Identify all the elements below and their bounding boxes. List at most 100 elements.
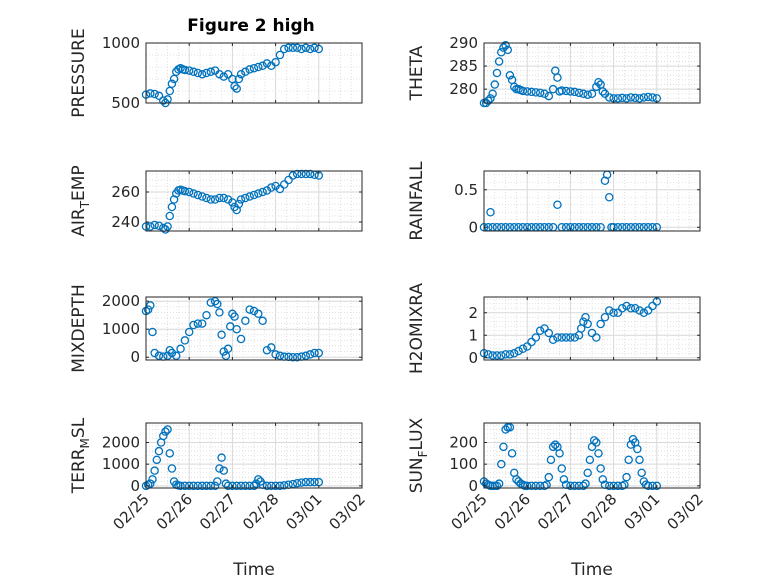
panel-sun-flux-marker [609,481,618,491]
panel-air-temp-marker [159,223,168,233]
panel-sun-flux-marker [501,425,510,434]
panel-theta-marker [561,86,571,96]
panel-sun-flux-marker [598,475,608,484]
panel-terr-msl-marker [165,449,175,458]
panel-air-temp-ylabel-main: AIR [69,208,89,237]
panel-pressure-marker [284,43,293,53]
panel-sun-flux-marker [633,444,642,454]
panel-sun-flux-ytick-label: 200 [449,434,478,452]
panel-pressure-marker [288,43,298,53]
panel-theta-ytick-label: 285 [449,57,478,75]
panel-sun-flux-marker [635,455,644,465]
panel-h2omixra-marker [553,333,562,342]
panel-theta-marker [544,91,554,101]
panel-pressure-marker [241,67,250,77]
panel-terr-msl-marker [150,466,159,475]
panel-pressure-marker [249,63,259,73]
panel-pressure-marker [230,81,239,91]
panel-sun-flux-marker [566,481,575,491]
panel-terr-msl-ylabel: TERRMSL [69,417,92,494]
panel-air-temp-marker [234,199,244,209]
panel-mixdepth-marker [146,301,155,310]
panel-mixdepth-marker [314,348,324,358]
panel-sun-flux-marker [546,455,556,465]
panel-air-temp-ylabel: AIRTEMP [69,165,92,236]
panel-sun-flux-marker [592,438,601,447]
panel-air-temp-marker [167,202,177,212]
panel-mixdepth-marker [143,305,153,314]
panel-terr-msl-marker [279,481,289,490]
panel-terr-msl-marker [180,481,190,491]
panel-terr-msl-marker [275,481,285,491]
panel-h2omixra-marker [626,303,636,313]
panel-h2omixra-marker [497,351,506,360]
panel-terr-msl-marker [310,477,319,487]
panel-theta-ytick-label: 290 [449,34,478,52]
panel-h2omixra-marker [522,342,532,351]
panel-pressure-marker [193,68,203,78]
panel-sun-flux-marker [527,481,536,491]
panel-terr-msl-marker [154,446,164,456]
panel-terr-msl-marker [301,477,311,487]
panel-air-temp-marker [267,183,276,192]
panel-rainfall-axes-box [483,170,701,232]
panel-sun-flux-marker [512,475,521,484]
panel-h2omixra-marker [622,301,631,311]
panel-air-temp-marker [146,222,155,231]
panel-theta-marker [490,80,500,89]
panel-terr-msl-marker [254,475,263,484]
panel-theta-marker [494,57,504,66]
panel-theta-marker [613,94,623,103]
panel-theta-marker [522,87,532,96]
panel-sun-flux-ytick-label: 0 [468,477,478,495]
panel-mixdepth-marker [223,344,233,354]
panel-pressure-axes-box [145,42,363,104]
panel-pressure-marker [275,50,285,60]
panel-terr-msl-marker [148,475,157,484]
panel-pressure-marker [189,67,198,77]
panel-h2omixra-marker [484,350,493,359]
panel-rainfall-marker [605,192,614,202]
panel-pressure-marker [310,43,319,53]
panel-terr-msl-marker [189,481,198,491]
panel-mixdepth-marker [148,327,157,337]
panel-sun-flux-marker [643,481,653,491]
panel-mixdepth-marker [301,351,311,361]
panel-air-temp-ytick-label: 240 [111,213,140,231]
panel-pressure-ylabel: PRESSURE [69,28,89,117]
panel-pressure-marker [184,66,194,75]
panel-mixdepth-axes-box [145,296,363,361]
panel-theta-marker [598,87,608,96]
panel-theta-marker [635,94,644,103]
panel-h2omixra-marker [535,326,545,335]
panel-mixdepth-marker [171,351,181,361]
panel-h2omixra-marker [596,319,605,329]
panel-h2omixra-marker [609,308,618,317]
panel-rainfall-marker [553,200,562,209]
panel-air-temp-marker [305,169,315,179]
panel-mixdepth: 0 1000 2000 MIXDEPTH [69,284,363,373]
panel-mixdepth-ylabel: MIXDEPTH [69,284,89,373]
panel-h2omixra-marker [509,348,519,358]
panel-air-temp-marker [292,169,302,179]
panel-theta-marker [617,93,627,103]
panel-terr-msl-ylabel-rest: SL [69,417,89,438]
panel-pressure-marker [292,43,302,53]
panel-theta-marker [486,94,495,103]
panel-theta-marker [643,92,653,102]
panel-h2omixra-marker [587,328,597,338]
panel-h2omixra-ylabel: H2OMIXRA [407,283,427,374]
panel-mixdepth-marker [236,334,246,344]
panel-air-temp-marker [163,222,172,231]
panel-h2omixra-marker [635,306,644,315]
panel-rainfall-ytick-label: 0.5 [454,181,478,199]
panel-sun-flux-marker [622,472,631,482]
panel-terr-msl-marker [161,427,170,436]
panel-theta-marker [622,94,631,103]
panel-sun-flux-xlabel: Time [570,560,613,580]
panel-terr-msl-xlabel: Time [232,560,275,580]
panel-h2omixra-marker [566,333,575,342]
panel-theta-marker [484,96,493,105]
panel-terr-msl-marker [219,466,229,475]
